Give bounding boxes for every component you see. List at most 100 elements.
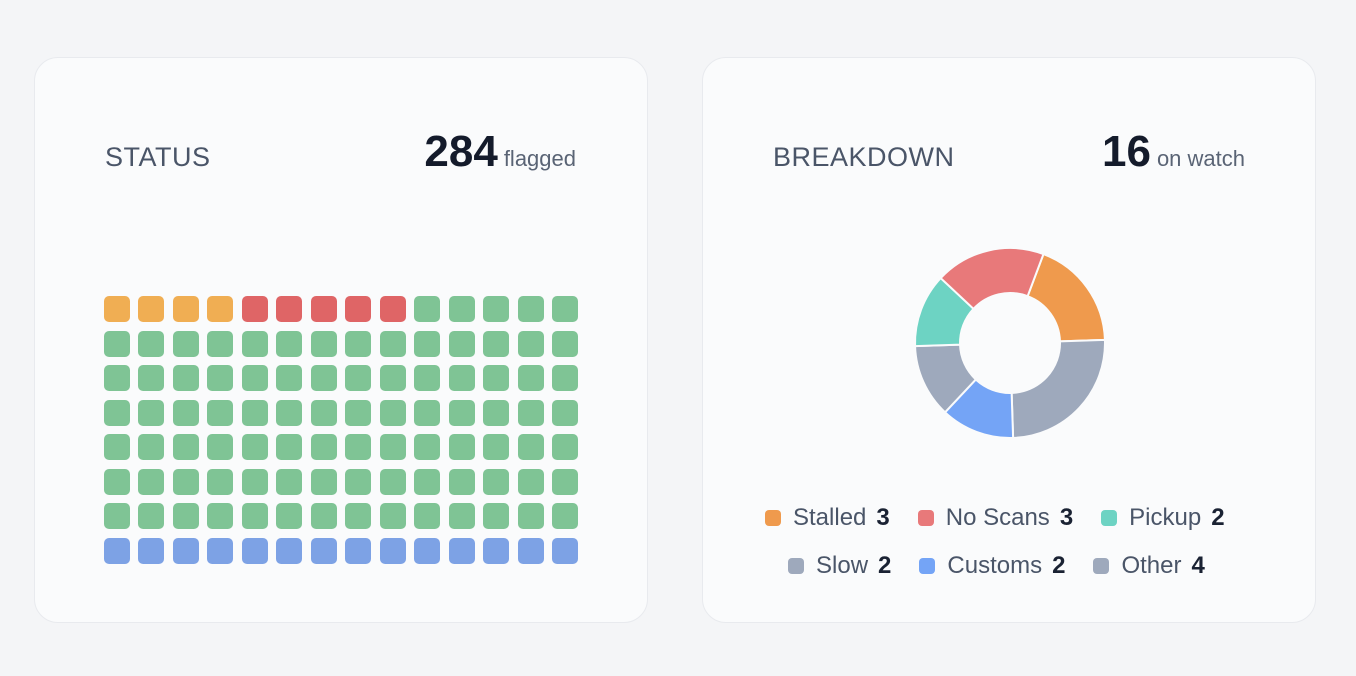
status-card — [34, 57, 648, 623]
waffle-cell-blue — [483, 537, 510, 564]
legend-item-customs: Customs 2 — [919, 552, 1065, 580]
legend-item-slow: Slow 2 — [788, 552, 891, 580]
legend-label: Pickup — [1129, 504, 1202, 531]
waffle-cell-green — [104, 399, 130, 426]
waffle-cell-blue — [104, 537, 130, 564]
status-metric: 284 flagged — [424, 128, 576, 176]
waffle-cell-green — [241, 468, 268, 495]
status-title: STATUS — [105, 142, 211, 172]
donut-slice-no-scans — [939, 248, 1045, 311]
waffle-cell-green — [310, 399, 337, 426]
waffle-cell-blue — [172, 537, 199, 564]
waffle-cell-green — [172, 365, 199, 392]
waffle-cell-green — [172, 468, 199, 495]
legend-label: Stalled — [793, 504, 867, 531]
waffle-cell-green — [483, 296, 510, 322]
waffle-cell-red — [379, 296, 406, 322]
waffle-cell-red — [276, 296, 303, 322]
donut-slice-other — [1010, 338, 1106, 439]
waffle-cell-green — [551, 468, 578, 495]
waffle-cell-green — [551, 434, 578, 461]
waffle-cell-green — [517, 365, 544, 392]
waffle-cell-green — [276, 365, 303, 392]
waffle-cell-green — [310, 468, 337, 495]
waffle-cell-green — [276, 399, 303, 426]
waffle-cell-green — [207, 330, 234, 357]
breakdown-card — [702, 57, 1316, 623]
waffle-cell-green — [138, 503, 165, 530]
waffle-cell-green — [104, 468, 130, 495]
waffle-cell-green — [104, 330, 130, 357]
waffle-cell-green — [207, 468, 234, 495]
waffle-cell-red — [310, 296, 337, 322]
legend-swatch — [788, 558, 804, 574]
waffle-cell-green — [207, 399, 234, 426]
waffle-cell-green — [551, 296, 578, 322]
waffle-cell-green — [517, 434, 544, 461]
waffle-cell-red — [345, 296, 372, 322]
legend-count: 4 — [1191, 552, 1205, 579]
waffle-cell-green — [276, 468, 303, 495]
waffle-cell-blue — [310, 537, 337, 564]
waffle-cell-blue — [138, 537, 165, 564]
waffle-cell-green — [517, 399, 544, 426]
waffle-cell-green — [138, 330, 165, 357]
legend-label: Slow — [816, 552, 869, 579]
legend-count: 2 — [1052, 552, 1066, 579]
waffle-cell-green — [448, 503, 475, 530]
waffle-cell-orange — [104, 296, 130, 322]
waffle-cell-blue — [379, 537, 406, 564]
waffle-cell-green — [276, 503, 303, 530]
waffle-cell-green — [104, 365, 130, 392]
waffle-cell-green — [104, 503, 130, 530]
legend-count: 2 — [1211, 504, 1225, 531]
waffle-cell-green — [414, 296, 441, 322]
waffle-cell-green — [483, 434, 510, 461]
legend-item-other: Other 4 — [1093, 552, 1205, 580]
waffle-cell-blue — [207, 537, 234, 564]
waffle-cell-green — [414, 468, 441, 495]
breakdown-donut-chart — [914, 248, 1106, 439]
legend-item-stalled: Stalled 3 — [765, 504, 890, 532]
waffle-cell-green — [276, 434, 303, 461]
legend-item-no-scans: No Scans 3 — [917, 504, 1073, 532]
waffle-cell-blue — [414, 537, 441, 564]
waffle-cell-green — [138, 434, 165, 461]
waffle-cell-green — [207, 503, 234, 530]
legend-swatch — [765, 510, 781, 526]
waffle-cell-green — [379, 434, 406, 461]
waffle-cell-blue — [241, 537, 268, 564]
legend-item-pickup: Pickup 2 — [1101, 504, 1225, 532]
waffle-cell-green — [207, 365, 234, 392]
waffle-cell-green — [414, 434, 441, 461]
waffle-cell-green — [448, 330, 475, 357]
waffle-cell-green — [138, 399, 165, 426]
waffle-cell-green — [448, 434, 475, 461]
waffle-cell-green — [379, 468, 406, 495]
waffle-cell-green — [345, 434, 372, 461]
legend-row-2: Slow 2 Customs 2 Other 4 — [788, 552, 1205, 580]
waffle-cell-green — [345, 503, 372, 530]
waffle-cell-green — [241, 365, 268, 392]
waffle-cell-red — [241, 296, 268, 322]
waffle-cell-green — [345, 365, 372, 392]
legend-count: 3 — [876, 504, 890, 531]
waffle-cell-green — [104, 434, 130, 461]
waffle-cell-green — [483, 399, 510, 426]
waffle-cell-green — [276, 330, 303, 357]
waffle-cell-blue — [517, 537, 544, 564]
waffle-cell-green — [551, 365, 578, 392]
waffle-cell-green — [138, 468, 165, 495]
waffle-cell-green — [517, 468, 544, 495]
waffle-cell-green — [448, 468, 475, 495]
breakdown-title: BREAKDOWN — [773, 142, 955, 172]
breakdown-value: 16 — [1101, 127, 1151, 176]
legend-label: Other — [1121, 552, 1182, 579]
waffle-cell-blue — [276, 537, 303, 564]
waffle-cell-green — [517, 330, 544, 357]
status-unit: flagged — [503, 146, 576, 171]
legend-row-1: Stalled 3 No Scans 3 Pickup 2 — [765, 504, 1225, 532]
waffle-cell-green — [345, 468, 372, 495]
status-value: 284 — [424, 127, 498, 176]
status-waffle-chart — [104, 296, 578, 564]
